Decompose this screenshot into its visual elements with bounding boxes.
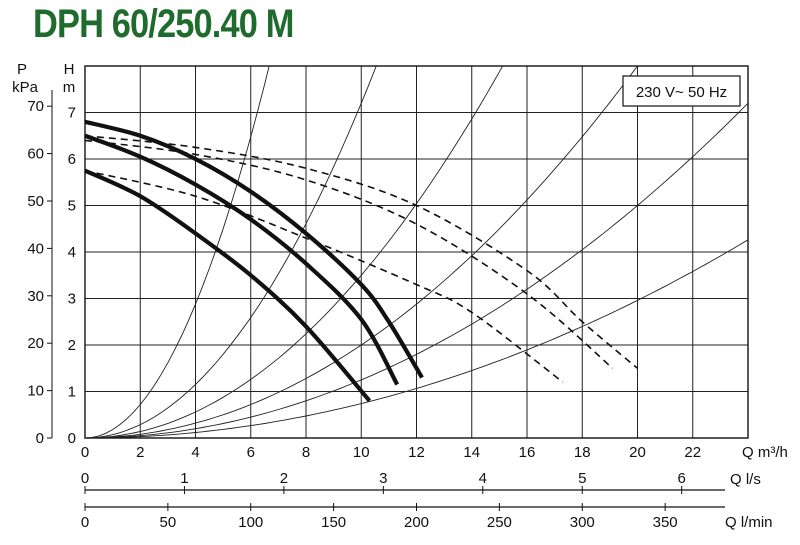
q-lmin-tick-label: 250 — [487, 514, 512, 531]
p-axis-tick-label: 10 — [27, 383, 44, 400]
q-lmin-tick-label: 350 — [653, 514, 678, 531]
q-ls-tick-label: 5 — [578, 470, 586, 487]
q-lmin-tick-label: 200 — [404, 514, 429, 531]
h-axis-tick-label: 7 — [68, 105, 76, 122]
p-axis-tick-label: 40 — [27, 240, 44, 257]
q-m3h-tick-label: 0 — [81, 444, 89, 461]
system-curve — [85, 66, 504, 438]
pump-curve-solid — [84, 119, 424, 379]
q-ls-axis-label: Q l/s — [730, 471, 761, 488]
h-axis-tick-label: 4 — [68, 244, 76, 261]
q-m3h-tick-label: 14 — [463, 444, 480, 461]
h-axis-unit: m — [63, 79, 76, 96]
h-axis-tick-label: 6 — [68, 151, 76, 168]
p-axis-unit: kPa — [12, 79, 39, 96]
q-ls-tick-label: 6 — [678, 470, 686, 487]
q-lmin-tick-label: 300 — [570, 514, 595, 531]
p-axis-tick-label: 60 — [27, 146, 44, 163]
pump-curve-solid — [84, 133, 400, 386]
system-curve — [85, 66, 377, 438]
q-lmin-axis-label: Q l/min — [725, 514, 773, 531]
p-axis-tick-label: 30 — [27, 288, 44, 305]
q-m3h-tick-label: 16 — [519, 444, 536, 461]
h-axis-tick-label: 5 — [68, 198, 76, 215]
q-m3h-tick-label: 12 — [408, 444, 425, 461]
h-axis-tick-label: 3 — [68, 291, 76, 308]
q-m3h-tick-label: 8 — [302, 444, 310, 461]
system-curve — [85, 239, 748, 438]
h-axis-tick-label: 1 — [68, 384, 76, 401]
h-axis-tick-label: 0 — [68, 430, 76, 447]
voltage-annotation-box — [622, 75, 741, 107]
q-lmin-tick-label: 0 — [81, 514, 89, 531]
p-axis-label: P — [17, 61, 27, 78]
system-curve — [85, 102, 748, 438]
pump-curve-solid — [84, 168, 372, 403]
q-m3h-tick-label: 6 — [247, 444, 255, 461]
system-curve — [85, 66, 270, 438]
pump-curve-dashed — [84, 134, 639, 369]
p-axis-tick-label: 50 — [27, 193, 44, 210]
p-axis-tick-label: 0 — [36, 430, 44, 447]
h-axis-tick-label: 2 — [68, 337, 76, 354]
q-lmin-tick-label: 150 — [321, 514, 346, 531]
q-ls-tick-label: 2 — [280, 470, 288, 487]
q-m3h-tick-label: 18 — [574, 444, 591, 461]
pump-curve-dashed — [84, 169, 564, 383]
q-lmin-tick-label: 50 — [160, 514, 177, 531]
q-m3h-tick-label: 10 — [353, 444, 370, 461]
q-m3h-tick-label: 4 — [191, 444, 199, 461]
system-curve — [85, 66, 639, 438]
q-m3h-tick-label: 2 — [136, 444, 144, 461]
q-ls-tick-label: 4 — [479, 470, 487, 487]
q-ls-tick-label: 3 — [379, 470, 387, 487]
q-m3h-tick-label: 22 — [684, 444, 701, 461]
q-ls-tick-label: 1 — [180, 470, 188, 487]
q-m3h-axis-label: Q m³/h — [742, 444, 788, 461]
p-axis-tick-label: 70 — [27, 98, 44, 115]
plot-frame — [84, 65, 749, 439]
p-axis-tick-label: 20 — [27, 335, 44, 352]
q-m3h-tick-label: 20 — [629, 444, 646, 461]
h-axis-label: H — [64, 61, 75, 78]
pump-curve-dashed — [84, 139, 614, 369]
voltage-annotation: 230 V~ 50 Hz — [636, 84, 727, 101]
chart-title: DPH 60/250.40 M — [33, 2, 294, 46]
q-lmin-tick-label: 100 — [238, 514, 263, 531]
q-ls-tick-label: 0 — [81, 470, 89, 487]
